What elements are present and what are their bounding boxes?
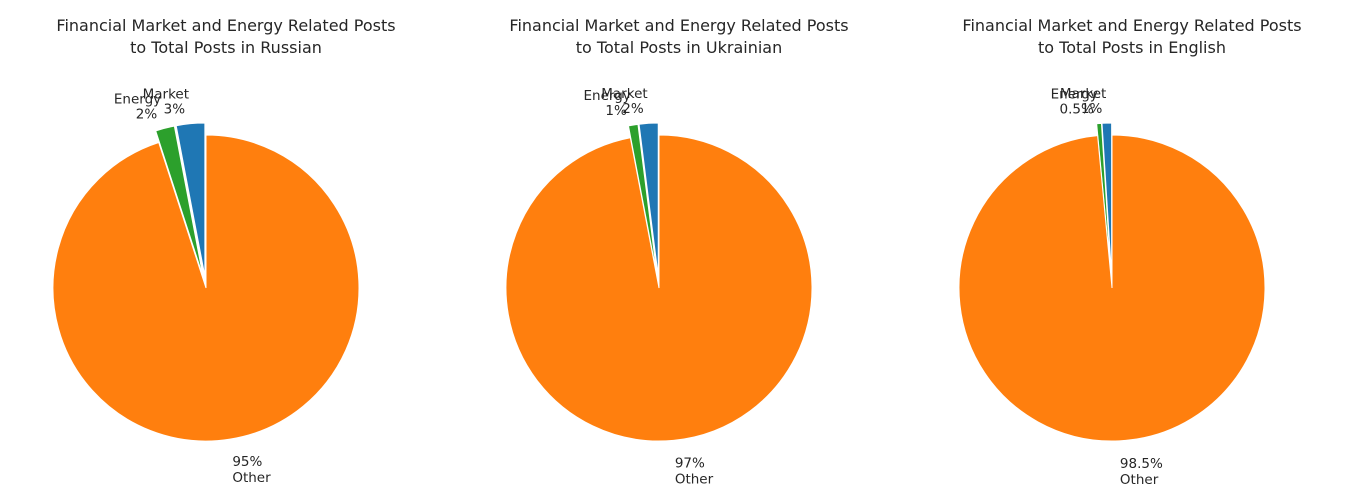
pie-slice-energy [155,125,204,277]
slice-pct-other: 95% [232,454,262,470]
slice-label-energy: Energy [584,88,631,104]
slice-label-energy: Energy [114,91,161,107]
slice-pct-other: 98.5% [1120,456,1163,472]
chart-title-line-1: Financial Market and Energy Related Post… [509,16,849,35]
chart-title-line-2: to Total Posts in English [1038,38,1226,57]
pie-slice-other [505,134,813,442]
pie-chart-russian: Financial Market and Energy Related Post… [0,0,452,498]
pie-slice-other [52,134,360,442]
pie-chart-english: Financial Market and Energy Related Post… [906,0,1358,498]
pie-chart-ukrainian: Financial Market and Energy Related Post… [453,0,905,498]
chart-title-line-2: to Total Posts in Ukrainian [575,38,783,57]
pie-slice-market [638,122,659,277]
slice-label-other: Other [1120,472,1159,488]
slice-pct-energy: 2% [136,106,158,122]
slice-label-other: Other [232,470,271,486]
pie-slice-market [175,122,206,277]
slice-pct-market: 2% [622,101,644,117]
slice-label-market: Market [143,87,189,103]
chart-title-line-2: to Total Posts in Russian [130,38,322,57]
chart-title-line-1: Financial Market and Energy Related Post… [56,16,396,35]
slice-label-market: Market [1060,86,1106,102]
slice-pct-energy: 1% [605,103,627,119]
slice-pct-market: 3% [164,102,186,118]
slice-label-energy: Energy [1051,86,1098,102]
chart-title-line-1: Financial Market and Energy Related Post… [962,16,1302,35]
pie-slice-market [1101,122,1113,277]
slice-pct-other: 97% [675,456,705,472]
slice-pct-energy: 0.5% [1060,101,1094,117]
slice-label-other: Other [675,472,714,488]
slice-label-market: Market [601,86,647,102]
pie-slice-other [958,134,1266,442]
slice-pct-market: 1% [1081,101,1103,117]
